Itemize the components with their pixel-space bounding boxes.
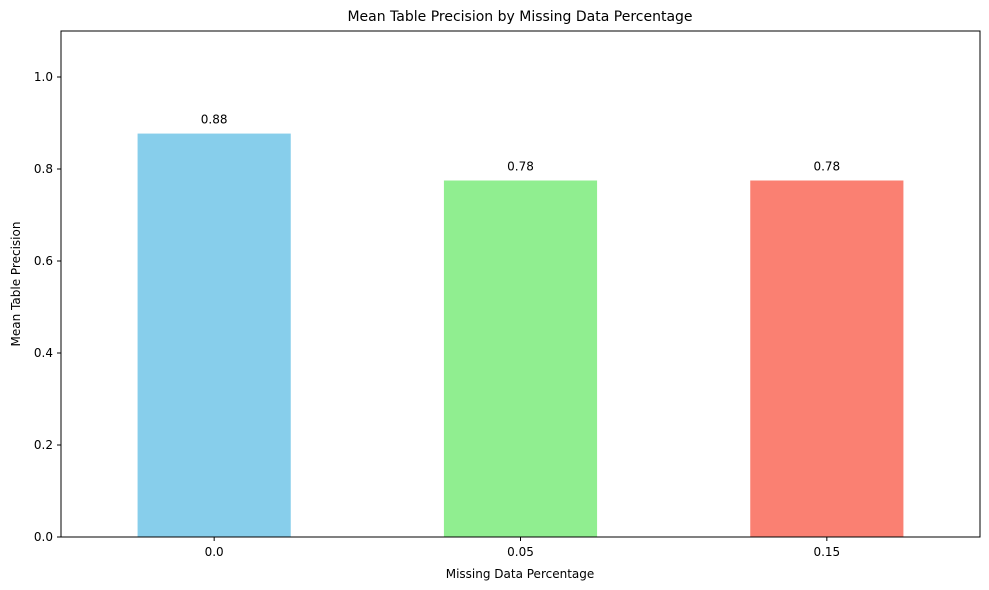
y-tick-label-0.0: 0.0 [34, 530, 53, 544]
bar-0.15 [750, 180, 904, 537]
plot-frame [60, 30, 981, 538]
x-tick-label-0.15: 0.15 [813, 545, 840, 559]
y-tick-label-0.6: 0.6 [34, 254, 53, 268]
data-label-0.15: 0.78 [813, 160, 840, 174]
x-axis: 0.0 0.05 0.15 [205, 537, 840, 559]
x-axis-label: Missing Data Percentage [446, 567, 595, 581]
bars-group [137, 133, 904, 537]
data-label-0.0: 0.88 [201, 113, 228, 127]
x-tick-label-0.0: 0.0 [205, 545, 224, 559]
y-axis-label: Mean Table Precision [9, 222, 23, 347]
data-labels-group: 0.88 0.78 0.78 [201, 113, 840, 174]
y-tick-label-0.8: 0.8 [34, 162, 53, 176]
x-tick-label-0.05: 0.05 [507, 545, 534, 559]
bar-0.0 [137, 133, 291, 537]
data-label-0.05: 0.78 [507, 160, 534, 174]
chart-title: Mean Table Precision by Missing Data Per… [347, 9, 692, 25]
bar-0.05 [443, 180, 598, 537]
y-tick-label-1.0: 1.0 [34, 70, 53, 84]
y-axis: 0.0 0.2 0.4 0.6 0.8 1.0 [34, 70, 61, 544]
y-tick-label-0.2: 0.2 [34, 438, 53, 452]
y-tick-label-0.4: 0.4 [34, 346, 53, 360]
